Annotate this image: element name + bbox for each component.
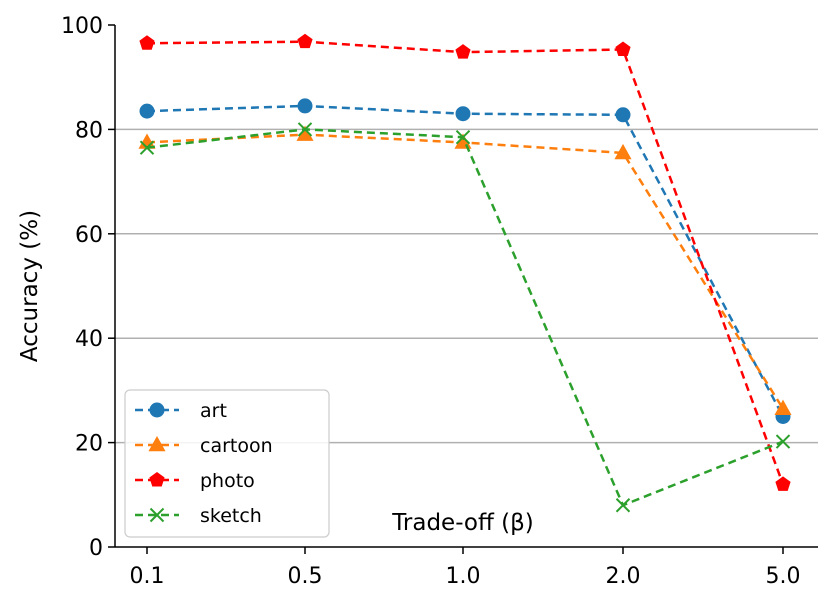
point-art-0.1	[139, 103, 155, 119]
point-sketch-0.5	[297, 122, 313, 137]
y-tick-label: 40	[75, 327, 103, 352]
legend-item-photo: photo	[135, 470, 255, 492]
point-cartoon-1.0	[454, 133, 472, 149]
legend: art cartoon photo sketch	[124, 389, 330, 538]
point-art-0.5	[297, 98, 313, 114]
x-tick-label: 2.0	[606, 564, 641, 589]
x-axis-label: Trade-off (β)	[391, 510, 534, 536]
legend-marker-sketch	[149, 507, 165, 523]
series-photo	[139, 33, 791, 491]
legend-box	[124, 389, 330, 538]
point-sketch-2.0-b	[615, 498, 631, 513]
series-sketch	[139, 122, 791, 513]
legend-item-sketch: sketch	[135, 505, 262, 527]
point-cartoon-2.0	[614, 143, 632, 160]
y-ticks: 0 20 40 60 80 100	[61, 14, 115, 561]
point-art-1.0	[455, 106, 471, 122]
legend-item-cartoon: cartoon	[135, 435, 273, 457]
y-tick-label: 80	[75, 118, 103, 143]
point-photo-2.0	[615, 41, 631, 57]
legend-label-sketch: sketch	[200, 505, 262, 527]
legend-marker-art	[149, 402, 165, 418]
point-art-2.0	[615, 107, 631, 123]
series-art	[139, 98, 791, 424]
legend-label-cartoon: cartoon	[200, 435, 273, 457]
x-tick-label: 5.0	[766, 564, 801, 589]
point-sketch-5.0-b	[775, 434, 791, 449]
series-line-art	[146, 104, 785, 418]
point-sketch-0.5-b	[297, 122, 313, 137]
y-tick-label: 20	[75, 432, 103, 457]
point-photo-5.0	[775, 476, 791, 491]
x-tick-label: 1.0	[446, 564, 481, 589]
point-sketch-1.0-b	[455, 130, 471, 145]
point-photo-1.0	[455, 44, 471, 59]
y-tick-label: 100	[61, 14, 103, 39]
x-ticks: 0.1 0.5 1.0 2.0 5.0	[130, 547, 801, 589]
legend-marker-sketch-b	[149, 507, 165, 523]
y-tick-label: 60	[75, 223, 103, 248]
point-sketch-0.1-b	[139, 140, 155, 155]
point-cartoon-5.0	[774, 399, 792, 415]
data-series	[138, 33, 792, 513]
point-cartoon-0.5	[296, 125, 314, 141]
x-tick-label: 0.1	[130, 564, 165, 589]
point-sketch-1.0	[455, 130, 471, 145]
legend-marker-cartoon	[148, 436, 166, 452]
point-photo-0.5	[297, 33, 313, 49]
x-tick-label: 0.5	[288, 564, 323, 589]
series-line-cartoon	[146, 133, 785, 410]
point-sketch-2.0	[615, 498, 631, 513]
axes	[114, 25, 818, 548]
point-sketch-5.0	[775, 434, 791, 449]
legend-item-art: art	[135, 400, 227, 422]
point-photo-0.1	[139, 35, 155, 50]
y-tick-label: 0	[89, 536, 103, 561]
point-sketch-0.1	[139, 140, 155, 155]
legend-label-art: art	[200, 400, 227, 422]
point-cartoon-0.1	[138, 133, 156, 149]
legend-marker-photo	[149, 472, 165, 487]
grid-lines	[115, 128, 818, 444]
series-cartoon	[138, 125, 792, 415]
legend-label-photo: photo	[200, 470, 255, 492]
y-axis-label: Accuracy (%)	[17, 210, 43, 362]
